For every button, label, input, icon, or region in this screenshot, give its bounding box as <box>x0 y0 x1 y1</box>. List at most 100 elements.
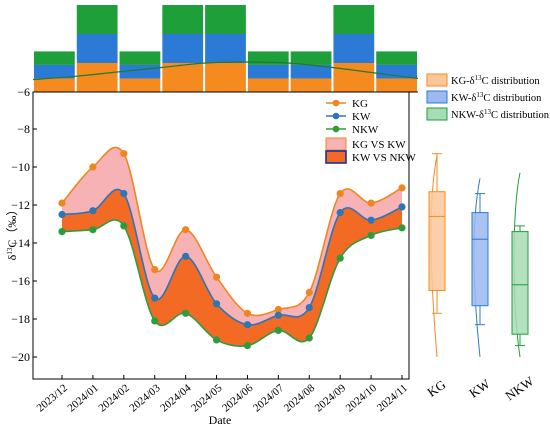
distribution-legend: KG-δ13C distribution KW-δ13C distribution… <box>426 73 550 121</box>
point-nkw-7 <box>274 326 282 334</box>
legend-label-kg: KG <box>352 98 368 110</box>
x-tick-label: 2024/04 <box>158 382 194 415</box>
point-kg-1 <box>89 163 97 171</box>
top-stacked-bars <box>32 5 419 92</box>
dist-legend-swatch-kg <box>426 73 448 87</box>
point-nkw-8 <box>305 334 313 342</box>
point-kg-4 <box>182 226 190 234</box>
x-tick-label: 2024/07 <box>251 382 287 415</box>
top-bar-kg-5 <box>247 78 289 92</box>
point-nkw-9 <box>336 254 344 262</box>
top-bar-nkw-4 <box>205 5 246 34</box>
top-bar-nkw-0 <box>34 51 75 65</box>
top-bar-kg-2 <box>119 78 161 92</box>
point-nkw-4 <box>182 309 190 317</box>
point-kw-5 <box>212 300 221 308</box>
y-axis-label: δ13C（‰） <box>5 204 19 261</box>
top-bar-kg-7 <box>333 63 375 92</box>
top-bar-kw-7 <box>333 34 375 63</box>
top-bar-kg-1 <box>76 63 118 92</box>
x-axis-label: Date <box>209 413 232 427</box>
y-tick-label: −6 <box>17 85 30 99</box>
top-bar-kg-0 <box>34 78 75 92</box>
y-tick-label: −18 <box>11 312 30 326</box>
point-nkw-2 <box>120 222 128 230</box>
point-kg-3 <box>151 266 159 274</box>
point-kg-7 <box>274 305 282 314</box>
x-axis: 2023/122024/012024/022024/032024/042024/… <box>35 375 410 414</box>
top-bar-nkw-2 <box>119 51 161 65</box>
x-tick-label: 2024/06 <box>220 382 256 415</box>
point-kw-10 <box>367 216 375 224</box>
point-kw-3 <box>151 294 159 302</box>
top-bar-nkw-1 <box>76 5 118 34</box>
point-kw-7 <box>274 311 282 319</box>
point-kg-2 <box>120 150 128 158</box>
point-kg-0 <box>58 199 66 207</box>
legend-label-band-1: KW VS NKW <box>352 152 416 164</box>
point-kw-0 <box>58 210 66 219</box>
x-tick-label: 2024/09 <box>313 382 349 415</box>
point-kw-8 <box>305 304 313 312</box>
dist-legend-label-nkw: NKW-δ13C distribution <box>451 108 550 121</box>
box-nkw <box>511 231 529 335</box>
top-bar-kg-8 <box>376 78 417 92</box>
point-nkw-0 <box>58 228 66 236</box>
legend-marker-kw <box>332 112 340 120</box>
point-nkw-5 <box>212 336 221 344</box>
top-bar-nkw-6 <box>290 51 332 65</box>
y-tick-label: −8 <box>17 122 30 136</box>
top-bar-kw-1 <box>76 34 118 63</box>
top-bar-kw-4 <box>205 34 246 63</box>
dist-group-label-kg: KG <box>424 377 448 400</box>
difference-bands <box>62 147 402 347</box>
point-kg-5 <box>212 273 221 281</box>
top-trend-line <box>32 61 419 81</box>
box-kw <box>471 212 489 307</box>
x-tick-label: 2024/03 <box>127 382 163 415</box>
legend-swatch-band-1 <box>325 150 347 164</box>
plot-frame <box>32 91 410 380</box>
point-nkw-1 <box>89 226 97 234</box>
point-kw-9 <box>336 209 344 217</box>
dist-legend-swatch-kw <box>426 90 448 104</box>
point-kg-8 <box>305 288 313 296</box>
top-bar-kw-5 <box>247 64 289 79</box>
top-bar-kw-0 <box>34 64 75 79</box>
top-bar-nkw-8 <box>376 51 417 65</box>
point-kg-10 <box>367 199 375 207</box>
legend-marker-nkw <box>332 125 340 133</box>
point-nkw-6 <box>243 342 252 350</box>
point-nkw-10 <box>367 231 375 239</box>
band-kw-vs-nkw <box>62 189 402 347</box>
x-tick-label: 2024/01 <box>65 382 100 414</box>
point-kw-11 <box>398 203 406 211</box>
point-kg-11 <box>398 184 406 192</box>
x-tick-label: 2024/10 <box>344 382 380 415</box>
top-bar-kg-6 <box>290 78 332 92</box>
top-bar-kw-8 <box>376 64 417 79</box>
point-kw-2 <box>120 190 128 198</box>
y-tick-label: −20 <box>11 350 30 364</box>
legend-label-kw: KW <box>352 111 371 123</box>
dist-group-label-kw: KW <box>466 376 493 401</box>
dist-legend-label-kw: KW-δ13C distribution <box>451 91 542 104</box>
top-bar-kg-4 <box>205 63 246 92</box>
top-bar-nkw-3 <box>162 5 204 34</box>
box-kg <box>428 191 446 291</box>
point-nkw-3 <box>151 317 159 325</box>
top-bar-kw-3 <box>162 34 204 63</box>
point-nkw-11 <box>398 224 406 232</box>
point-kg-6 <box>243 309 252 317</box>
y-tick-label: −16 <box>11 274 30 288</box>
point-kg-9 <box>336 190 344 198</box>
distribution-panel <box>428 153 529 358</box>
x-tick-label: 2023/12 <box>35 382 70 414</box>
x-tick-label: 2024/08 <box>282 382 318 415</box>
legend-swatch-band-0 <box>325 137 347 151</box>
y-axis: −20 −18 −16 −14 −12 −10 −8 −6 <box>11 85 37 364</box>
distribution-group-labels: KG KW NKW <box>424 373 537 404</box>
top-bar-kw-6 <box>290 64 332 79</box>
x-tick-label: 2024/11 <box>375 382 410 414</box>
